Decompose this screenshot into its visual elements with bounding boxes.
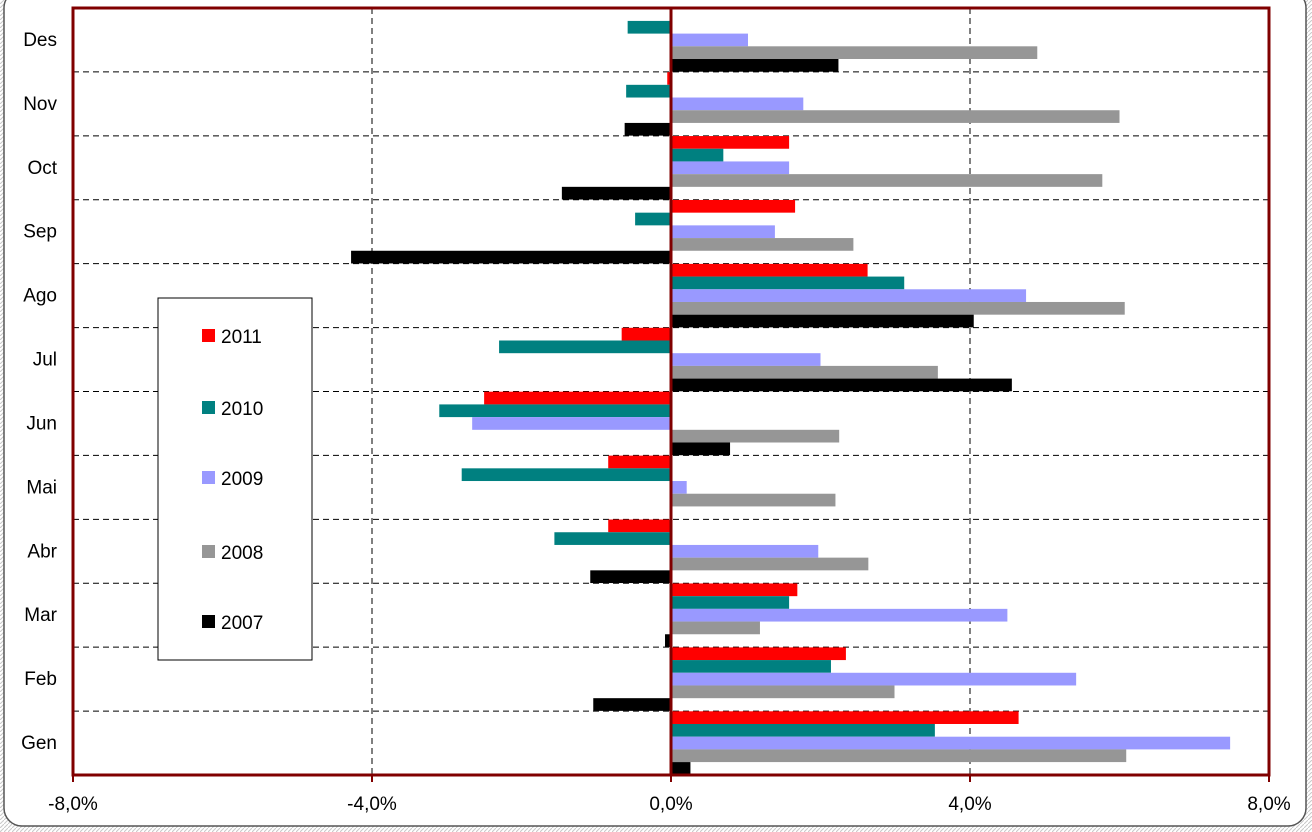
category-label-Jun: Jun [26,413,57,434]
bar-2008-Gen [671,749,1127,763]
legend-box [157,297,313,661]
legend-label-2010: 2010 [221,399,263,420]
bar-2011-Mai [608,455,671,469]
bar-2007-Jul [671,378,1012,392]
bar-2010-Mai [461,468,671,482]
bar-2010-Ago [671,276,905,290]
legend-label-2011: 2011 [221,327,262,348]
category-label-Gen: Gen [21,733,57,754]
category-label-Nov: Nov [23,94,57,115]
legend-swatch-2011 [202,329,215,342]
bar-2007-Jun [671,442,731,456]
bar-2007-Gen [671,762,691,775]
bar-2008-Feb [671,685,895,699]
bar-2010-Jul [499,340,671,354]
category-label-Abr: Abr [27,541,57,562]
bar-2007-Abr [590,570,671,584]
bar-2007-Mar [665,634,671,647]
bar-2008-Oct [671,174,1103,187]
bar-2008-Jul [671,365,938,379]
category-label-Sep: Sep [23,222,57,243]
x-tick-label: -8,0% [48,794,98,815]
category-label-Mai: Mai [26,477,57,498]
bar-2007-Sep [351,250,671,264]
x-tick-label: 4,0% [948,794,991,815]
bar-2007-Des [671,59,839,72]
bar-2007-Oct [561,186,671,200]
bar-2010-Nov [626,84,671,98]
axes [71,6,1271,782]
bar-2010-Feb [671,660,831,673]
bar-2011-Oct [671,136,790,149]
bar-2010-Gen [671,723,935,737]
bar-2009-Mai [671,481,687,494]
legend-label-2008: 2008 [221,543,263,564]
bar-2008-Sep [671,238,854,251]
bar-2011-Mar [671,583,798,597]
bar-2007-Nov [624,122,671,136]
bar-2007-Ago [671,314,974,328]
category-label-Jul: Jul [33,350,57,371]
legend-swatch-2008 [202,545,215,558]
bar-2010-Oct [671,148,724,162]
legend-label-2009: 2009 [221,469,263,490]
x-tick-label: -4,0% [347,794,397,815]
bar-2009-Feb [671,672,1077,686]
bar-2010-Des [627,20,671,34]
bar-2009-Mar [671,608,1008,622]
bar-2008-Jun [671,429,840,443]
category-label-Ago: Ago [23,286,57,307]
bar-2011-Jul [621,327,671,341]
bar-2010-Abr [554,532,671,545]
grid-lines [73,8,1269,775]
bar-2008-Mar [671,621,760,635]
bar-2011-Jun [484,391,671,405]
bar-2009-Des [671,33,748,47]
legend-swatch-2007 [202,615,215,628]
bar-2009-Ago [671,289,1027,302]
bar-2008-Des [671,46,1038,60]
bar-2011-Gen [671,711,1019,724]
bar-2009-Jul [671,353,821,366]
bar-2008-Mai [671,493,836,507]
bars [351,20,1231,775]
bar-2011-Abr [608,519,671,533]
category-label-Des: Des [23,30,57,51]
bar-2011-Sep [671,199,796,213]
legend-swatch-2010 [202,401,215,414]
legend-label-2007: 2007 [221,613,263,634]
bar-2008-Nov [671,110,1120,123]
x-tick-labels: -8,0% -4,0% 0,0% 4,0% 8,0% [48,794,1291,815]
bar-2007-Feb [593,698,671,711]
bar-2009-Gen [671,736,1231,750]
bar-2009-Jun [472,417,671,430]
bar-2011-Ago [671,263,868,277]
bar-2009-Abr [671,544,819,558]
x-tick-label: 0,0% [649,794,692,815]
bar-2009-Sep [671,225,775,239]
category-label-Oct: Oct [27,158,57,179]
bar-2008-Abr [671,557,869,571]
legend-swatch-2009 [202,471,215,484]
bar-2011-Feb [671,647,846,661]
x-tick-label: 8,0% [1247,794,1290,815]
bar-2009-Nov [671,97,804,111]
category-labels: Gen Feb Mar Abr Mai Jun Jul Ago Sep Oct Nov Des [21,30,58,754]
bar-2011-Nov [667,72,671,85]
bar-2010-Sep [635,212,671,226]
bar-2008-Ago [671,301,1125,315]
category-label-Feb: Feb [24,669,57,690]
legend: 2011 2010 2009 2008 2007 [157,297,313,661]
category-label-Mar: Mar [24,605,57,626]
bar-2009-Oct [671,161,790,175]
bar-2010-Mar [671,596,790,609]
bar-2010-Jun [439,404,671,418]
